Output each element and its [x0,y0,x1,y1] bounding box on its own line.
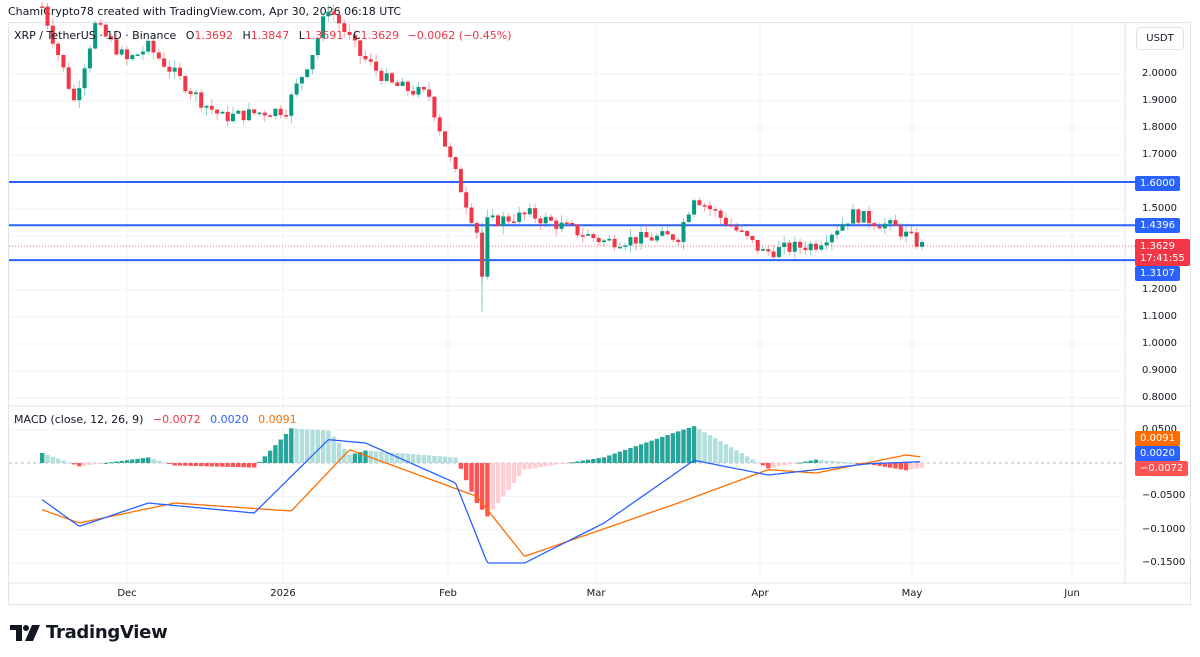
high-value: 1.3847 [250,29,290,42]
chart-frame [8,22,1191,605]
macd-axis-label: −0.1500 [1142,557,1186,569]
level-tag-1439: 1.4396 [1135,218,1180,233]
open-value: 1.3692 [194,29,233,42]
chart-attribution: ChamiCrypto78 created with TradingView.c… [8,5,402,18]
tradingview-logo-icon [10,624,40,641]
price-axis-label: 0.9000 [1142,365,1177,376]
low-label: L [298,29,305,42]
signal-tag: 0.0091 [1135,431,1180,446]
price-axis-label: 1.2000 [1142,284,1177,295]
currency-button[interactable]: USDT [1136,27,1184,50]
time-axis-label: Feb [439,588,457,599]
open-label: O [185,29,195,42]
symbol-name: XRP / TetherUS · 1D · Binance [14,29,177,42]
time-axis-label: Mar [586,588,606,599]
macd-axis-label: 0.0500 [1142,423,1177,435]
price-axis-label: 1.1000 [1142,311,1177,322]
time-axis-label: May [901,588,923,599]
level-tag-1310: 1.3107 [1135,266,1180,281]
tradingview-logo: TradingView [10,622,168,643]
price-axis-label: 1.7000 [1142,149,1177,160]
candlesticks [40,1,924,312]
macd-tag: 0.0020 [1135,446,1180,461]
level-tag-1600: 1.6000 [1135,176,1180,191]
logo-text: TradingView [46,622,168,643]
close-value: 1.3629 [360,29,400,42]
price-axis-label: 1.9000 [1142,95,1177,106]
price-axis-label: 1.5000 [1142,203,1177,214]
last-price-tag: 1.3629 17:41:55 [1135,239,1190,266]
macd-legend: MACD (close, 12, 26, 9) −0.0072 0.0020 0… [14,413,297,426]
grid-lines [9,23,1190,584]
macd-line-value: 0.0020 [210,413,249,426]
bar-countdown: 17:41:55 [1140,253,1185,264]
macd-pane [40,426,925,564]
time-axis-label: Apr [751,588,769,599]
price-axis-label: 0.8000 [1142,392,1177,403]
hist-tag: −0.0072 [1135,461,1189,476]
time-axis-label: Dec [117,588,137,599]
horizontal-levels [9,181,1135,262]
macd-label: MACD (close, 12, 26, 9) [14,413,144,426]
change-value: −0.0062 (−0.45%) [407,29,512,42]
time-axis-label: 2026 [270,588,296,599]
macd-hist-value: −0.0072 [152,413,201,426]
price-axis-label: 2.0000 [1142,68,1177,79]
low-value: 1.3591 [304,29,344,42]
time-axis-label: Jun [1064,588,1080,599]
macd-axis-label: −0.1000 [1142,523,1186,535]
macd-axis-label: −0.0500 [1142,490,1186,502]
last-price-value: 1.3629 [1140,241,1175,252]
macd-signal-value: 0.0091 [258,413,297,426]
symbol-legend: XRP / TetherUS · 1D · Binance O1.3692 H1… [14,29,512,42]
close-label: C [352,29,361,42]
price-axis-label: 1.8000 [1142,122,1177,133]
high-label: H [242,29,251,42]
price-axis-label: 1.0000 [1142,338,1177,349]
